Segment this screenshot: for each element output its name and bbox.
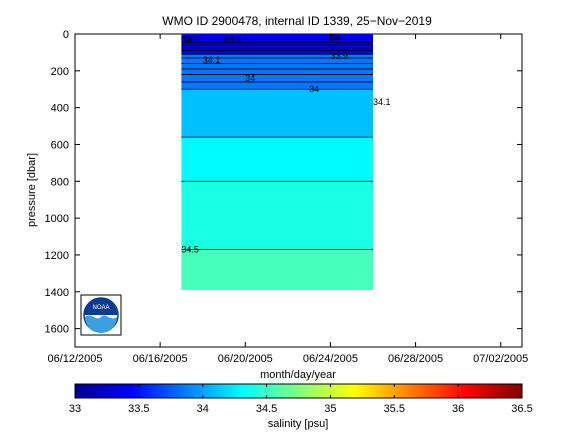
x-tick-label: 06/12/2005	[47, 353, 102, 365]
contour-band	[181, 181, 373, 250]
contour-label: 34.1	[203, 55, 221, 65]
contour-band	[181, 89, 373, 138]
colorbar-ticks: 33 33.5 34 34.5 35 35.5 36 36.5	[69, 384, 533, 415]
colorbar-tick-label: 35.5	[384, 403, 405, 415]
x-tick-label: 06/24/2005	[303, 353, 358, 365]
contour-label: 34.1	[373, 97, 391, 107]
x-tick-label: 06/20/2005	[218, 353, 273, 365]
x-axis-label: month/day/year	[260, 369, 336, 381]
x-tick-label: 06/28/2005	[388, 353, 443, 365]
y-tick-label: 1000	[45, 213, 69, 225]
colorbar-tick-label: 36	[452, 403, 464, 415]
colorbar	[74, 383, 523, 399]
noaa-logo: NOAA	[80, 294, 122, 336]
contour-label: 34	[181, 35, 191, 45]
contour-label: 34	[330, 33, 340, 43]
colorbar-tick-label: 33.5	[128, 403, 149, 415]
contour-label: 33.9	[330, 51, 348, 61]
contour-label: 34.1	[224, 34, 242, 44]
y-tick-label: 1400	[45, 287, 69, 299]
colorbar-tick-label: 35	[324, 403, 336, 415]
chart-title: WMO ID 2900478, internal ID 1339, 25−Nov…	[162, 14, 432, 28]
colorbar-tick-label: 33	[69, 403, 81, 415]
y-tick-label: 0	[63, 29, 69, 41]
contour-band	[181, 137, 373, 182]
y-tick-label: 1600	[45, 324, 69, 336]
contour-band	[181, 54, 373, 90]
x-tick-label: 07/02/2005	[473, 353, 528, 365]
y-tick-label: 1200	[45, 250, 69, 262]
contour-label: 34	[245, 73, 255, 83]
y-tick-label: 600	[51, 139, 69, 151]
y-tick-label: 400	[51, 103, 69, 115]
colorbar-tick-label: 34	[197, 403, 209, 415]
contour-band	[181, 34, 373, 55]
y-axis-label: pressure [dbar]	[26, 153, 38, 227]
colorbar-tick-label: 34.5	[256, 403, 277, 415]
y-axis-ticks: 0 200 400 600 800 1000 1200 1400 1600	[45, 29, 522, 336]
contour-label: 33.9	[181, 35, 199, 45]
noaa-logo-text: NOAA	[92, 305, 109, 311]
contour-label: 34.5	[181, 244, 199, 254]
contour-band	[181, 249, 373, 290]
y-tick-label: 200	[51, 66, 69, 78]
x-axis-ticks: 06/12/2005 06/16/2005 06/20/2005 06/24/2005…	[47, 34, 528, 365]
colorbar-tick-label: 36.5	[511, 403, 532, 415]
x-tick-label: 06/16/2005	[133, 353, 188, 365]
contour-label: 34	[309, 84, 319, 94]
y-tick-label: 800	[51, 176, 69, 188]
colorbar-label: salinity [psu]	[268, 418, 329, 430]
